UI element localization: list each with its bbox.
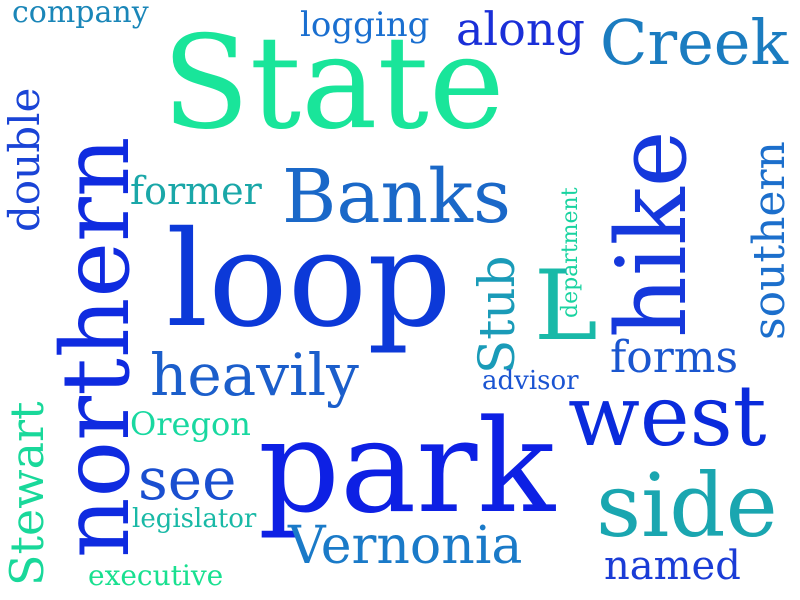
word-west: west bbox=[568, 367, 767, 465]
word-named: named bbox=[604, 543, 741, 589]
word-oregon: Oregon bbox=[130, 405, 251, 443]
word-former: former bbox=[130, 169, 262, 213]
word-park: park bbox=[258, 393, 555, 542]
word-advisor: advisor bbox=[482, 366, 579, 396]
word-creek: Creek bbox=[600, 6, 789, 79]
word-heavily: heavily bbox=[150, 341, 359, 409]
word-hike: hike bbox=[596, 130, 708, 338]
word-company: company bbox=[12, 0, 149, 30]
word-logging: logging bbox=[300, 5, 430, 45]
word-vernonia: Vernonia bbox=[288, 516, 523, 576]
word-l: L bbox=[534, 250, 598, 362]
word-loop: loop bbox=[166, 203, 452, 357]
word-side: side bbox=[596, 454, 778, 557]
word-stewart: Stewart bbox=[0, 401, 54, 587]
word-see: see bbox=[138, 445, 237, 513]
word-along: along bbox=[456, 2, 585, 56]
word-southern: southern bbox=[744, 141, 795, 340]
word-executive: executive bbox=[88, 559, 224, 592]
word-stub: Stub bbox=[468, 255, 526, 374]
word-legislator: legislator bbox=[132, 504, 257, 534]
word-double: double bbox=[0, 87, 49, 232]
word-banks: Banks bbox=[282, 154, 511, 240]
word-state: State bbox=[162, 9, 505, 158]
word-forms: forms bbox=[610, 332, 739, 383]
